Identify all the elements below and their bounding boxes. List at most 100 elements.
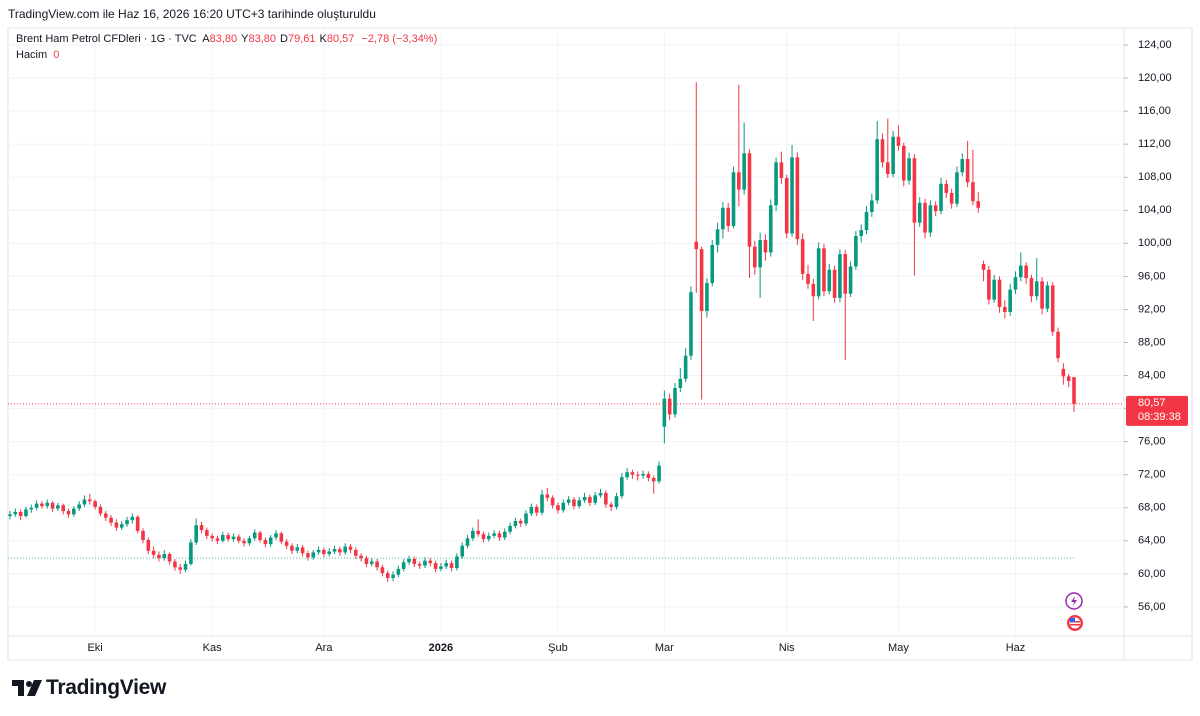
x-tick-label: Mar bbox=[655, 642, 674, 654]
candle-body bbox=[742, 153, 746, 190]
candle-body bbox=[827, 269, 832, 292]
candle-body bbox=[524, 513, 528, 524]
candle-body bbox=[396, 568, 401, 575]
candle-body bbox=[641, 473, 645, 476]
candle-body bbox=[295, 547, 300, 551]
candle-body bbox=[1019, 265, 1023, 278]
candle-body bbox=[577, 500, 582, 507]
candle-body bbox=[199, 525, 204, 531]
volume-value: 0 bbox=[53, 49, 60, 61]
candle-body bbox=[1040, 281, 1044, 309]
candle-body bbox=[540, 494, 544, 513]
candle-body bbox=[705, 282, 709, 312]
x-tick-label: 2026 bbox=[429, 642, 453, 654]
candle-body bbox=[77, 504, 81, 509]
candle-body bbox=[625, 472, 629, 478]
candle-body bbox=[875, 139, 879, 201]
candle-body bbox=[646, 473, 651, 479]
candle-body bbox=[987, 269, 991, 300]
candle-body bbox=[327, 551, 331, 555]
candle-body bbox=[822, 248, 826, 292]
flash-icon[interactable] bbox=[1065, 592, 1083, 610]
candle-body bbox=[1072, 377, 1076, 404]
candle-body bbox=[82, 499, 87, 505]
brand: TradingView bbox=[46, 676, 167, 699]
candle-body bbox=[369, 561, 374, 564]
candle-body bbox=[34, 503, 39, 508]
candle-body bbox=[976, 201, 981, 208]
candle-body bbox=[774, 162, 778, 206]
legend-value: 83,80 bbox=[209, 33, 238, 45]
candle-body bbox=[859, 230, 863, 236]
candle-body bbox=[582, 497, 587, 501]
candle-body bbox=[747, 153, 752, 247]
candle-body bbox=[274, 533, 278, 538]
y-tick-label: 92,00 bbox=[1138, 303, 1166, 315]
candle-body bbox=[93, 501, 97, 507]
candle-body bbox=[923, 202, 927, 233]
candle-body bbox=[162, 554, 167, 559]
candle-body bbox=[412, 558, 417, 564]
candle-body bbox=[609, 504, 613, 507]
candle-body bbox=[779, 162, 784, 179]
candle-body bbox=[1003, 306, 1007, 312]
candle-body bbox=[119, 524, 124, 528]
candle-body bbox=[13, 511, 18, 515]
candle-body bbox=[226, 535, 230, 540]
candle-body bbox=[939, 183, 943, 212]
candle-body bbox=[572, 499, 576, 507]
candle-body bbox=[263, 539, 268, 545]
candle-body bbox=[870, 200, 874, 212]
candle-body bbox=[534, 506, 539, 513]
candle-body bbox=[614, 496, 619, 507]
legend-key: K bbox=[319, 33, 327, 45]
candle-body bbox=[699, 249, 704, 312]
candle-body bbox=[678, 378, 683, 388]
candle-body bbox=[56, 505, 60, 509]
candle-body bbox=[901, 145, 906, 181]
candle-body bbox=[66, 511, 71, 515]
candle-body bbox=[545, 494, 550, 498]
candle-body bbox=[50, 502, 55, 509]
candle-body bbox=[508, 525, 512, 532]
candle-body bbox=[657, 465, 661, 482]
candle-body bbox=[604, 492, 608, 505]
candle-body bbox=[667, 398, 672, 415]
legend-key: A bbox=[202, 33, 210, 45]
candle-body bbox=[933, 205, 938, 212]
candle-body bbox=[423, 560, 427, 566]
economic-events-icon[interactable] bbox=[1067, 615, 1083, 631]
last-price-box bbox=[1126, 395, 1188, 426]
candle-body bbox=[135, 516, 140, 531]
y-tick-label: 84,00 bbox=[1138, 369, 1166, 381]
candle-body bbox=[556, 505, 560, 511]
candle-body bbox=[960, 159, 965, 173]
candle-body bbox=[620, 477, 624, 497]
candle-body bbox=[306, 553, 310, 558]
candle-body bbox=[784, 178, 789, 234]
legend-value: 83,80 bbox=[248, 33, 276, 45]
candle-body bbox=[912, 158, 917, 223]
candle-body bbox=[880, 139, 885, 163]
y-tick-label: 100,00 bbox=[1138, 237, 1172, 249]
candle-body bbox=[1008, 289, 1012, 312]
candle-body bbox=[471, 530, 475, 539]
candle-body bbox=[300, 547, 305, 554]
candle-body bbox=[561, 502, 566, 511]
candle-body bbox=[40, 503, 44, 507]
candle-body bbox=[1050, 285, 1055, 332]
candle-body bbox=[593, 495, 597, 503]
candle-body bbox=[460, 545, 464, 557]
candle-body bbox=[891, 136, 895, 174]
candle-body bbox=[816, 248, 821, 297]
candle-body bbox=[800, 239, 805, 274]
symbol: Brent Ham Petrol CFDleri · 1G · TVC bbox=[16, 33, 197, 45]
candle-body bbox=[252, 532, 257, 539]
candle-body bbox=[428, 560, 433, 564]
candle-body bbox=[662, 398, 667, 427]
candle-body bbox=[710, 244, 715, 283]
y-tick-label: 112,00 bbox=[1138, 138, 1171, 150]
candle-body bbox=[130, 516, 135, 521]
candle-body bbox=[651, 478, 656, 482]
candle-body bbox=[18, 511, 23, 517]
